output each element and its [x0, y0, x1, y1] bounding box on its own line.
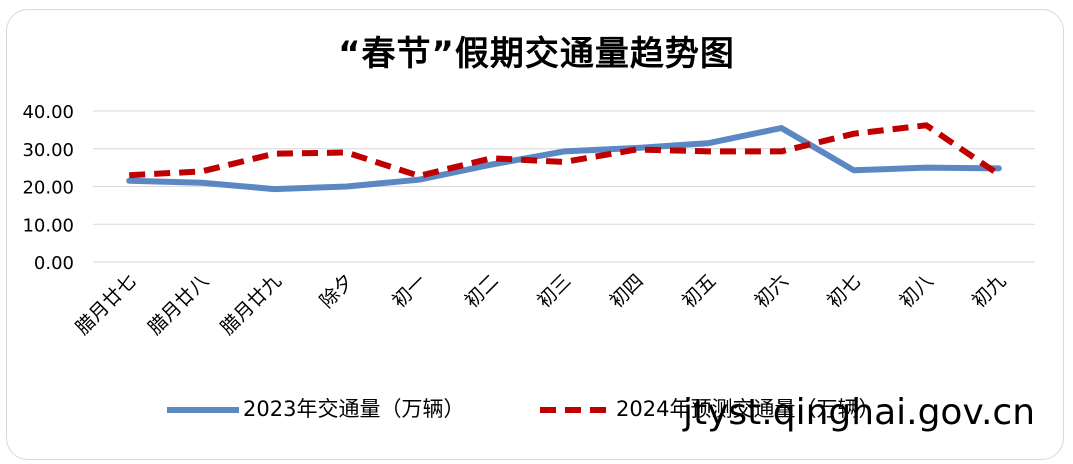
- watermark-text: jtyst.qinghai.gov.cn: [683, 392, 1036, 433]
- x-tick-label: 初二: [461, 270, 503, 312]
- x-tick-label: 初九: [968, 270, 1010, 312]
- legend-swatch-solid: [167, 407, 239, 413]
- x-tick-label: 初一: [388, 270, 430, 312]
- y-tick-label: 0.00: [34, 253, 74, 274]
- y-tick-label: 20.00: [22, 178, 74, 199]
- series-line-0: [126, 125, 1002, 193]
- x-tick-label: 初五: [678, 270, 720, 312]
- legend-item-2024: 2024年预测交通量（万辆）: [540, 393, 879, 423]
- legend-label: 2024年预测交通量（万辆）: [616, 397, 880, 421]
- chart-frame: [6, 9, 1064, 460]
- x-tick-label: 初三: [533, 270, 575, 312]
- y-tick-label: 40.00: [22, 102, 74, 123]
- legend-swatch-dashed: [540, 407, 612, 413]
- y-tick-label: 30.00: [22, 140, 74, 161]
- x-tick-label: 腊月廿七: [71, 270, 140, 339]
- legend-item-2023: 2023年交通量（万辆）: [167, 393, 464, 423]
- x-tick-label: 腊月廿八: [144, 270, 213, 339]
- x-tick-label: 初八: [895, 270, 937, 312]
- x-tick-label: 初六: [750, 270, 792, 312]
- x-tick-label: 除夕: [316, 270, 358, 312]
- x-tick-label: 初四: [606, 270, 648, 312]
- chart-title: “春节”假期交通量趋势图: [338, 34, 735, 74]
- x-tick-label: 初七: [823, 270, 865, 312]
- series-line-1: [129, 122, 1001, 179]
- y-tick-label: 10.00: [22, 215, 74, 236]
- legend-label: 2023年交通量（万辆）: [243, 397, 465, 421]
- x-tick-label: 腊月廿九: [216, 270, 285, 339]
